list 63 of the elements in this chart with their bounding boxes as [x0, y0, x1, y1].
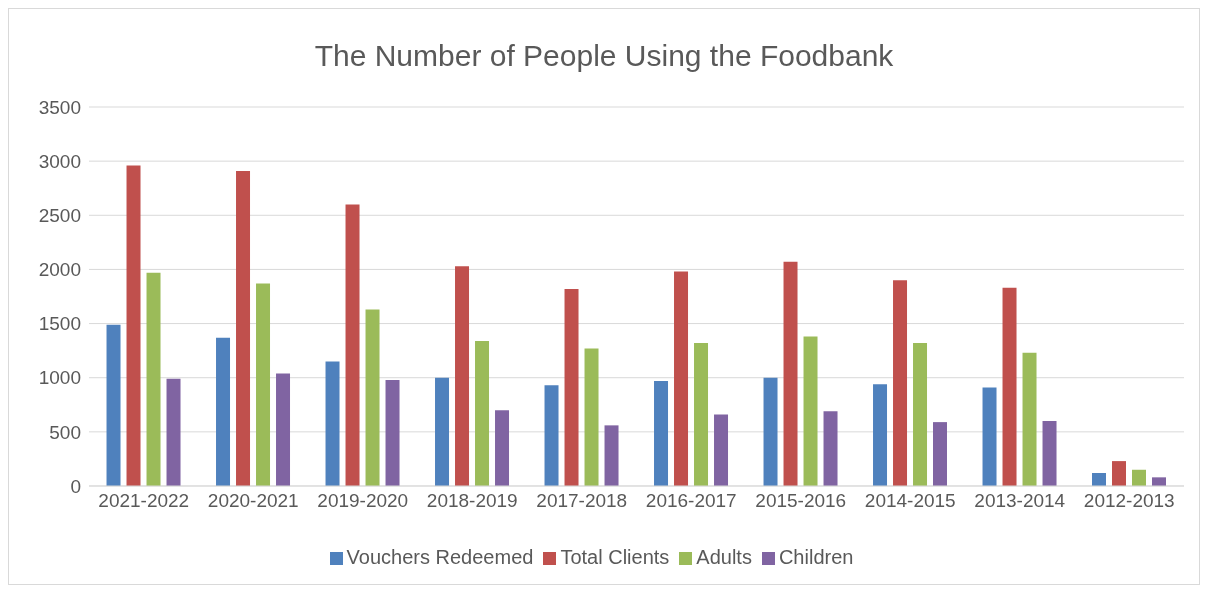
bar [823, 411, 838, 486]
bar [365, 309, 380, 486]
bar [893, 280, 908, 486]
legend-label: Children [778, 546, 854, 568]
bar [325, 361, 340, 486]
y-tick-label: 3000 [38, 150, 81, 172]
bar [873, 384, 888, 486]
y-tick-label: 1000 [38, 367, 81, 389]
bar [435, 377, 450, 486]
x-tick-label: 2017-2018 [536, 490, 628, 512]
y-tick-label: 2000 [38, 259, 81, 281]
x-tick-label: 2018-2019 [426, 490, 518, 512]
bar [564, 288, 579, 486]
x-tick-label: 2015-2016 [755, 490, 847, 512]
bar [714, 414, 729, 486]
bar [455, 266, 470, 486]
x-tick-label: 2012-2013 [1083, 490, 1175, 512]
bar [763, 377, 778, 486]
bar [1132, 469, 1147, 486]
y-tick-label: 3500 [38, 96, 81, 118]
bar [1022, 352, 1037, 486]
x-tick-label: 2019-2020 [317, 490, 409, 512]
y-tick-label: 500 [49, 421, 81, 443]
bar [1092, 473, 1107, 486]
bar [1112, 461, 1127, 486]
bar [495, 410, 510, 486]
legend-label: Vouchers Redeemed [346, 546, 534, 568]
bar [982, 387, 997, 486]
bar [933, 422, 948, 486]
y-tick-label: 1500 [38, 313, 81, 335]
chart-title: The Number of People Using the Foodbank [313, 38, 895, 74]
legend-label: Adults [696, 546, 752, 568]
bar [385, 379, 400, 486]
bar [146, 272, 161, 486]
bar [544, 385, 559, 486]
bar [654, 380, 669, 486]
bar [674, 271, 689, 486]
x-tick-label: 2016-2017 [645, 490, 737, 512]
bar [783, 261, 798, 486]
bar [126, 165, 141, 486]
bar [166, 378, 181, 486]
bar [1002, 287, 1017, 486]
bar [256, 283, 271, 486]
bar [803, 336, 818, 486]
bar [913, 343, 928, 486]
bar [106, 324, 121, 486]
bar [345, 204, 360, 486]
bar [475, 340, 490, 486]
bar [694, 343, 709, 486]
x-tick-label: 2020-2021 [207, 490, 299, 512]
bar [276, 373, 291, 486]
bar [584, 348, 599, 486]
bar [236, 170, 251, 486]
x-tick-label: 2014-2015 [864, 490, 956, 512]
bar [604, 425, 619, 486]
x-tick-label: 2021-2022 [98, 490, 190, 512]
bar [1152, 477, 1167, 486]
bar [216, 337, 231, 486]
x-tick-label: 2013-2014 [974, 490, 1066, 512]
bar [1042, 421, 1057, 486]
legend-label: Total Clients [560, 546, 670, 568]
y-tick-label: 0 [70, 475, 81, 497]
y-tick-label: 2500 [38, 205, 81, 227]
